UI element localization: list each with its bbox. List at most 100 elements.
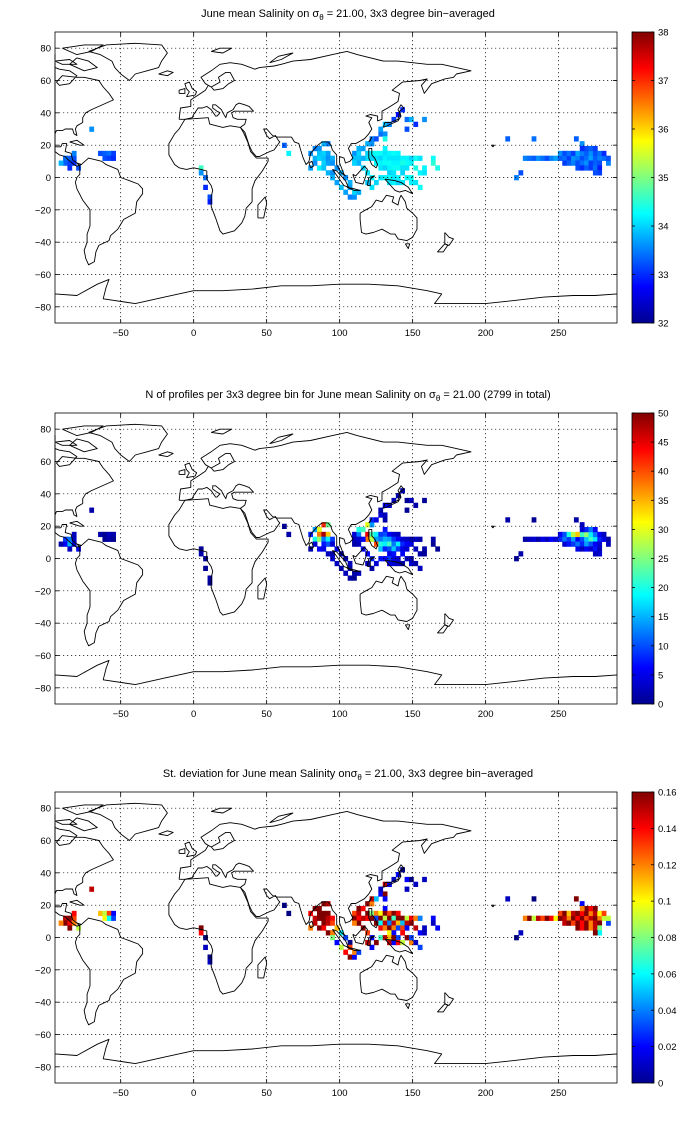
bin-cell: [391, 150, 397, 157]
bin-cell: [584, 160, 589, 166]
colorbar-tick-label: 0.02: [658, 1042, 677, 1053]
bin-cell: [352, 189, 357, 195]
axis-ticks: −50 0 50 100 150 200 250 −80 −60 −40 −20 0 20 40 60 80: [35, 32, 617, 339]
bin-cell: [67, 541, 73, 547]
bin-cell: [102, 915, 108, 921]
bin-cell: [71, 160, 77, 166]
bin-cell: [579, 905, 585, 912]
bin-cell: [408, 160, 414, 166]
bin-cell: [203, 556, 208, 562]
bin-cell: [334, 165, 340, 171]
bin-cell: [553, 536, 559, 542]
bin-cell: [321, 915, 327, 921]
bin-cell: [387, 939, 392, 946]
bin-cell: [566, 531, 572, 538]
bin-cell: [207, 959, 213, 965]
bin-cell: [408, 116, 414, 123]
bin-cell: [579, 546, 585, 552]
bin-cell: [395, 910, 401, 917]
bin-cell: [369, 901, 375, 907]
bin-cell: [588, 145, 594, 152]
bin-cell: [67, 925, 73, 931]
bin-cell: [597, 551, 603, 557]
bin-cell: [58, 160, 64, 166]
bin-cell: [352, 155, 357, 161]
bin-cell: [531, 536, 537, 542]
x-tick-label: 150: [405, 1088, 421, 1099]
bin-cell: [518, 551, 524, 557]
colorbar-tick-label: 20: [658, 583, 669, 594]
bin-cell: [566, 910, 572, 917]
bin-cell: [111, 536, 116, 542]
bin-cell: [106, 915, 112, 921]
bin-cell: [395, 920, 401, 926]
bin-cell: [601, 155, 607, 161]
coastline: [178, 88, 186, 94]
bin-cell: [317, 531, 322, 538]
bin-cell: [540, 915, 546, 921]
bin-cell: [373, 179, 379, 186]
bin-cell: [588, 541, 594, 547]
coastline: [404, 624, 411, 631]
bin-cell: [400, 155, 406, 161]
bin-cell: [111, 915, 116, 921]
bin-cell: [382, 160, 388, 166]
bin-cell: [575, 150, 581, 157]
bin-cell: [413, 179, 419, 186]
bin-cell: [395, 150, 401, 157]
coastline: [69, 139, 85, 146]
bin-cell: [356, 570, 362, 576]
bin-cell: [575, 915, 581, 921]
bin-cell: [391, 160, 397, 166]
bin-cell: [334, 939, 340, 946]
bin-cell: [597, 170, 603, 176]
bin-cell: [571, 531, 576, 538]
bin-cell: [391, 155, 397, 161]
bin-cell: [391, 560, 397, 567]
colorbar-tick-label: 0.04: [658, 1006, 677, 1017]
bin-cell: [417, 155, 423, 161]
bin-cell: [566, 160, 572, 166]
bin-cell: [597, 541, 603, 547]
bin-cell: [281, 902, 287, 908]
bin-cell: [391, 546, 397, 552]
bin-cell: [321, 925, 327, 931]
x-tick-label: 100: [332, 1088, 348, 1099]
bin-cell: [207, 954, 213, 960]
bin-cell: [395, 925, 401, 931]
bin-cell: [286, 910, 292, 917]
x-tick-label: −50: [113, 1088, 129, 1099]
bin-cell: [422, 546, 427, 552]
x-tick-label: 50: [261, 709, 272, 720]
bin-cell: [317, 526, 322, 533]
bin-cell: [387, 179, 392, 186]
coastline: [69, 899, 85, 906]
bin-cell: [588, 150, 594, 157]
bin-cell: [531, 915, 537, 921]
bin-cell: [312, 536, 318, 542]
bin-cell: [203, 935, 208, 941]
bin-cell: [71, 150, 77, 157]
bin-cell: [98, 531, 103, 538]
coastline: [168, 117, 269, 235]
bin-cell: [413, 536, 419, 542]
bin-cell: [395, 531, 401, 538]
bin-cell: [531, 155, 537, 161]
bin-cell: [395, 872, 401, 878]
coastline: [54, 59, 78, 65]
coastline: [178, 810, 472, 937]
bin-cell: [352, 541, 357, 547]
bin-cell: [71, 920, 77, 926]
bin-cell: [76, 165, 81, 171]
coastline: [54, 278, 618, 305]
bin-cell: [373, 160, 379, 166]
bin-cell: [330, 536, 335, 542]
bin-cell: [352, 160, 357, 166]
bin-cell: [400, 541, 406, 547]
bin-cell: [606, 155, 611, 161]
bin-cell: [378, 175, 384, 181]
bin-cell: [562, 155, 568, 161]
bin-cell: [404, 497, 410, 504]
bin-cell: [325, 141, 331, 147]
